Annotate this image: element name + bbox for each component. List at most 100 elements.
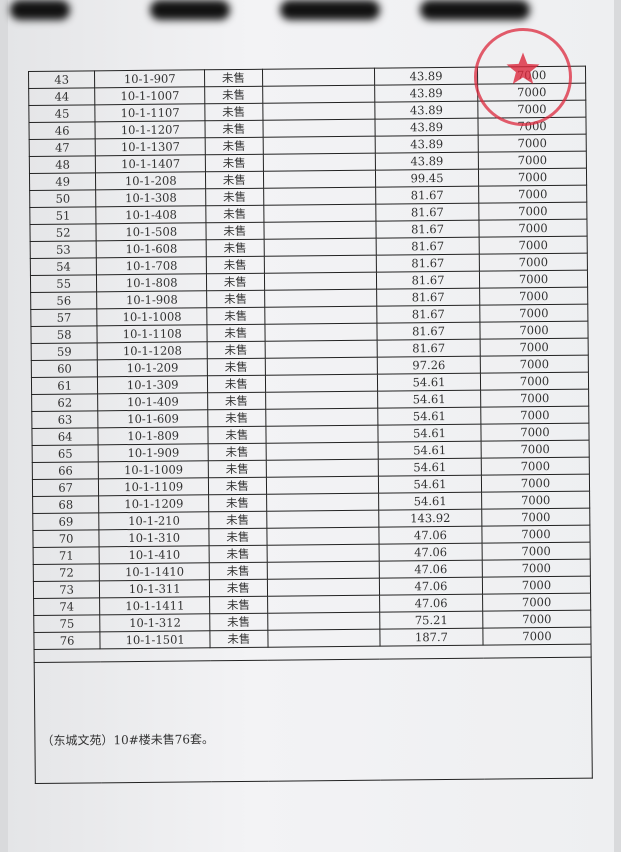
sale-status: 未售 — [208, 494, 267, 512]
sale-status: 未售 — [209, 528, 267, 546]
sale-status: 未售 — [209, 545, 267, 563]
area: 47.06 — [378, 526, 483, 545]
note-row: （东城文苑）10#楼未售76套。 — [34, 657, 593, 784]
blank-cell — [263, 204, 376, 223]
blank-cell — [263, 272, 377, 291]
area: 99.45 — [375, 169, 479, 188]
blank-cell — [264, 306, 377, 325]
blank-cell — [262, 119, 376, 138]
row-number: 67 — [32, 478, 99, 497]
blank-cell — [265, 408, 378, 427]
blank-cell — [265, 476, 379, 495]
blank-cell — [262, 170, 376, 189]
row-number: 51 — [29, 206, 97, 225]
redaction — [10, 0, 70, 20]
unit-number: 10-1-1407 — [95, 154, 206, 173]
unit-number: 10-1-1307 — [95, 137, 206, 156]
area: 81.67 — [376, 254, 480, 273]
blank-cell — [265, 425, 379, 444]
row-number: 53 — [30, 240, 97, 259]
unit-number: 10-1-1109 — [98, 477, 209, 496]
unit-price: 7000 — [481, 474, 590, 493]
area: 54.61 — [377, 424, 482, 443]
unit-number: 10-1-1009 — [98, 460, 209, 479]
unit-number: 10-1-1207 — [95, 120, 206, 139]
unit-price: 7000 — [479, 253, 588, 272]
unit-number: 10-1-1209 — [98, 494, 209, 513]
unit-number: 10-1-808 — [96, 273, 207, 292]
sale-status: 未售 — [204, 103, 263, 121]
sale-status: 未售 — [208, 511, 267, 529]
sale-status: 未售 — [205, 120, 263, 138]
unit-number: 10-1-508 — [96, 222, 207, 241]
sale-status: 未售 — [206, 290, 265, 308]
area: 43.89 — [374, 118, 479, 137]
row-number: 47 — [29, 138, 96, 157]
sale-status: 未售 — [206, 239, 264, 257]
unit-price: 7000 — [479, 236, 588, 255]
area: 43.89 — [374, 101, 479, 120]
unit-price: 7000 — [477, 100, 586, 119]
unsold-units-table: 43 10-1-907 未售 43.89 7000 44 10-1-1007 未售 43.89 7… — [28, 66, 593, 784]
sale-status: 未售 — [209, 596, 268, 614]
area: 54.61 — [378, 441, 482, 460]
table-body: 43 10-1-907 未售 43.89 7000 44 10-1-1007 未售 43.89 7… — [28, 66, 592, 650]
redaction — [150, 0, 230, 20]
sale-status: 未售 — [205, 171, 264, 189]
unit-number: 10-1-1107 — [95, 103, 206, 122]
sale-status: 未售 — [209, 579, 268, 597]
area: 54.61 — [378, 492, 482, 511]
row-number: 71 — [33, 546, 100, 565]
blank-cell — [265, 442, 379, 461]
unit-price: 7000 — [478, 134, 587, 153]
area: 81.67 — [375, 203, 480, 222]
row-number: 43 — [28, 70, 95, 89]
area: 47.06 — [379, 577, 483, 596]
row-number: 45 — [28, 104, 96, 123]
unit-price: 7000 — [481, 508, 590, 527]
sale-status: 未售 — [207, 324, 265, 342]
unit-number: 10-1-1410 — [99, 562, 210, 581]
unit-number: 10-1-1501 — [100, 630, 211, 649]
blank-cell — [263, 221, 377, 240]
unit-price: 7000 — [478, 151, 587, 170]
sale-status: 未售 — [210, 630, 268, 648]
unit-price: 7000 — [482, 559, 591, 578]
area: 47.06 — [379, 594, 483, 613]
blank-cell — [263, 238, 377, 257]
sale-status: 未售 — [206, 307, 265, 325]
unit-number: 10-1-609 — [98, 409, 209, 428]
sale-status: 未售 — [209, 613, 268, 631]
unit-number: 10-1-907 — [94, 69, 205, 88]
row-number: 65 — [32, 444, 99, 463]
unit-price: 7000 — [481, 491, 590, 510]
unit-number: 10-1-408 — [96, 205, 207, 224]
row-number: 58 — [30, 325, 98, 344]
blank-cell — [266, 561, 380, 580]
unit-number: 10-1-310 — [99, 528, 210, 547]
sale-status: 未售 — [204, 69, 263, 87]
redaction — [280, 0, 380, 20]
area: 43.89 — [374, 67, 478, 86]
blank-cell — [264, 357, 378, 376]
row-number: 49 — [29, 172, 96, 191]
row-number: 59 — [31, 342, 98, 361]
unit-number: 10-1-908 — [96, 290, 207, 309]
unit-number: 10-1-208 — [95, 171, 206, 190]
area: 47.06 — [378, 543, 483, 562]
sale-status: 未售 — [208, 460, 266, 478]
unit-number: 10-1-410 — [99, 545, 210, 564]
unit-price: 7000 — [478, 202, 587, 221]
row-number: 54 — [30, 257, 97, 276]
unit-number: 10-1-809 — [98, 426, 209, 445]
unit-price: 7000 — [479, 219, 588, 238]
area: 54.61 — [378, 458, 482, 477]
unit-price: 7000 — [481, 457, 590, 476]
blank-cell — [264, 289, 377, 308]
unit-price: 7000 — [480, 389, 589, 408]
row-number: 55 — [30, 274, 97, 293]
blank-cell — [264, 374, 378, 393]
row-number: 61 — [31, 376, 98, 395]
blank-cell — [262, 68, 375, 87]
sale-status: 未售 — [206, 222, 264, 240]
